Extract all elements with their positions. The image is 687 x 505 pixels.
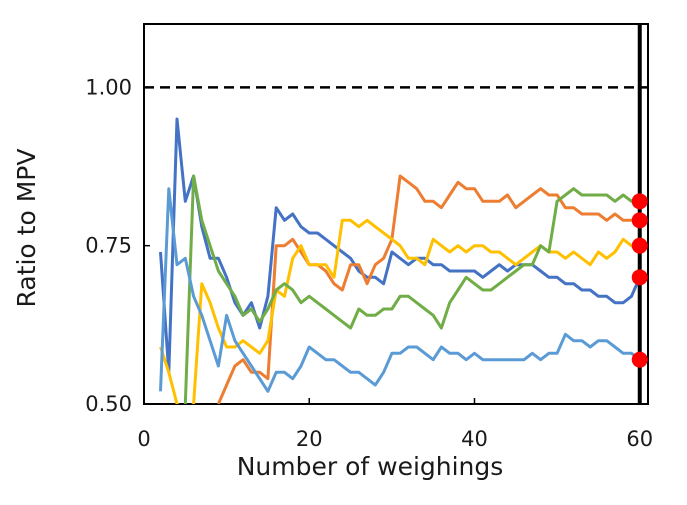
y-axis-title: Ratio to MPV xyxy=(12,149,41,308)
y-tick-label: 0.75 xyxy=(85,234,132,258)
x-tick-label: 60 xyxy=(626,427,653,451)
series-line-2 xyxy=(217,174,640,404)
y-axis-ticks: 0.50 0.75 1.00 xyxy=(85,75,150,416)
plot-frame xyxy=(143,23,649,405)
x-tick-label: 40 xyxy=(461,427,488,451)
series-line-5 xyxy=(159,187,641,393)
endpoint-marker-2 xyxy=(631,212,648,229)
series-line-3 xyxy=(159,218,641,404)
x-axis-ticks: 0 20 40 60 xyxy=(137,398,653,451)
endpoint-marker-1 xyxy=(631,193,648,210)
endpoint-marker-4 xyxy=(631,269,648,286)
x-tick-label: 0 xyxy=(137,427,150,451)
y-tick-label: 0.50 xyxy=(85,392,132,416)
endpoint-marker-5 xyxy=(631,351,648,368)
endpoint-marker-3 xyxy=(631,237,648,254)
marker-layer xyxy=(631,24,648,404)
series-layer xyxy=(159,117,642,404)
series-line-4 xyxy=(183,174,641,404)
x-axis-title: Number of weighings xyxy=(237,452,504,481)
x-tick-label: 20 xyxy=(296,427,323,451)
y-tick-label: 1.00 xyxy=(85,75,132,99)
